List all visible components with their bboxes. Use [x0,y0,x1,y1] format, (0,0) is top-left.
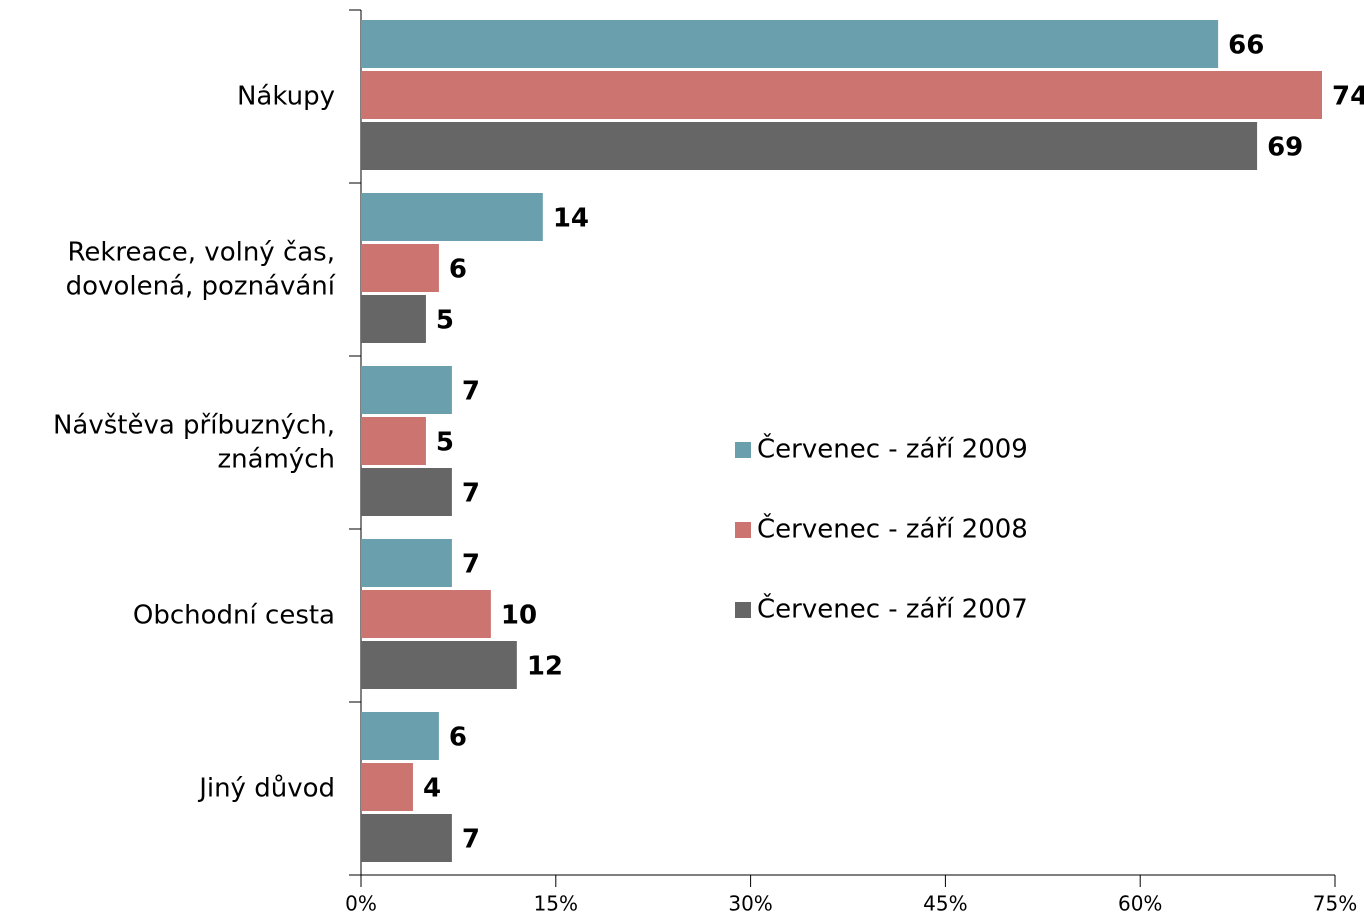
value-label: 7 [462,550,480,580]
bar [361,417,426,465]
value-label: 7 [462,479,480,509]
bar [361,712,439,760]
value-label: 6 [449,723,467,753]
x-tick-label: 60% [1118,892,1162,916]
value-label: 5 [436,428,454,458]
value-label: 74 [1332,82,1364,112]
bar [361,468,452,516]
bar [361,122,1258,170]
legend-swatch [735,522,751,538]
bar [361,193,543,241]
bar [361,814,452,862]
legend-label: Červenec - září 2009 [757,433,1028,465]
bar [361,590,491,638]
bar [361,539,452,587]
bar [361,71,1323,119]
legend-swatch [735,602,751,618]
x-tick-label: 0% [345,892,377,916]
value-label: 7 [462,377,480,407]
bar [361,763,413,811]
value-label: 4 [423,774,441,804]
category-label: Nákupy [237,81,335,111]
x-tick-label: 45% [923,892,967,916]
category-label: Obchodní cesta [133,600,335,630]
bar [361,641,517,689]
bar [361,244,439,292]
value-label: 66 [1228,31,1264,61]
value-label: 14 [553,204,589,234]
value-label: 5 [436,306,454,336]
bar [361,295,426,343]
category-label: Jiný důvod [197,773,335,803]
value-label: 10 [501,601,537,631]
category-label: Návštěva příbuzných, známých [53,410,335,474]
value-label: 12 [527,652,563,682]
value-label: 69 [1267,133,1303,163]
value-label: 6 [449,255,467,285]
legend-label: Červenec - září 2007 [757,593,1028,625]
x-tick-label: 15% [534,892,578,916]
bar [361,366,452,414]
bar [361,20,1219,68]
legend-swatch [735,442,751,458]
x-tick-label: 30% [728,892,772,916]
legend-label: Červenec - září 2008 [757,513,1028,545]
value-label: 7 [462,825,480,855]
x-tick-label: 75% [1313,892,1357,916]
category-label: Rekreace, volný čas, dovolená, poznávání [66,237,336,301]
